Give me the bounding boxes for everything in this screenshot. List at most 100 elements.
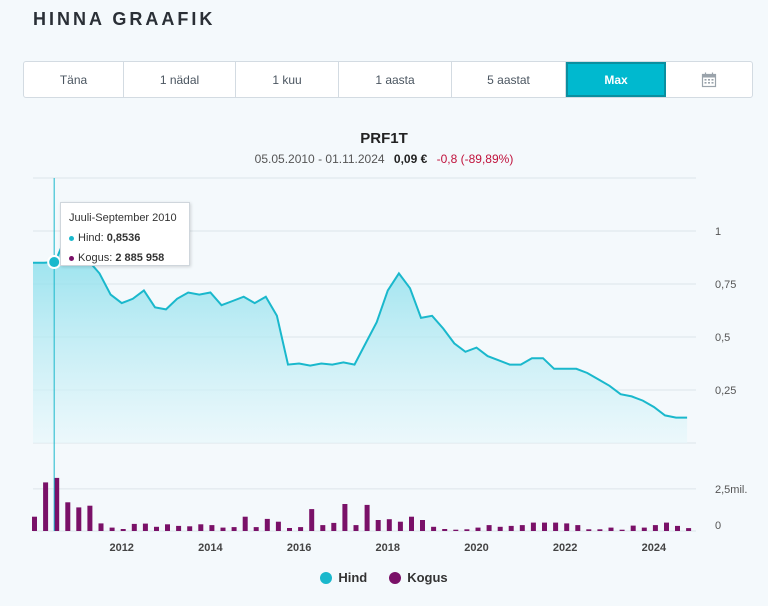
volume-bar xyxy=(242,516,248,531)
volume-bar xyxy=(630,525,636,531)
page-title: HINNA GRAAFIK xyxy=(33,9,216,29)
x-tick-label: 2022 xyxy=(553,542,577,554)
volume-bar xyxy=(331,522,337,531)
legend-volume-label: Kogus xyxy=(407,570,448,585)
volume-bar xyxy=(420,520,425,531)
y-price-tick-label: 0,75 xyxy=(715,279,736,291)
volume-bar xyxy=(342,504,348,531)
volume-bar xyxy=(309,509,315,531)
volume-bar xyxy=(431,526,437,531)
volume-bar xyxy=(320,525,326,531)
volume-bar xyxy=(608,527,614,531)
volume-bar xyxy=(641,527,647,531)
tooltip-volume-value: 2 885 958 xyxy=(115,252,165,264)
volume-bar xyxy=(652,525,658,531)
volume-bar xyxy=(375,520,381,531)
chart-legend: Hind Kogus xyxy=(0,570,768,585)
volume-bar xyxy=(43,482,49,531)
legend-price-swatch xyxy=(320,571,333,584)
volume-bar xyxy=(553,522,559,531)
volume-bar xyxy=(542,522,547,531)
legend-item-volume[interactable]: Kogus xyxy=(389,570,448,585)
volume-bar xyxy=(464,529,470,531)
legend-item-price[interactable]: Hind xyxy=(320,570,367,585)
volume-bar xyxy=(675,525,680,531)
range-1-year-button[interactable]: 1 aasta xyxy=(339,62,452,97)
volume-bar xyxy=(619,529,625,531)
volume-bar xyxy=(386,519,392,531)
tooltip-volume-dot xyxy=(69,255,74,261)
volume-bar xyxy=(65,502,71,531)
volume-bar xyxy=(253,527,259,531)
y-volume-tick-label: 0 xyxy=(715,520,721,532)
volume-bar xyxy=(353,525,359,531)
tooltip-period: Juuli-September 2010 xyxy=(69,212,177,224)
tooltip-price-dot xyxy=(69,235,74,241)
volume-bar xyxy=(508,525,514,531)
tooltip-volume-label: Kogus: xyxy=(78,252,113,264)
hover-point-marker xyxy=(47,255,62,270)
volume-bar xyxy=(564,523,570,531)
volume-bar xyxy=(154,526,159,531)
volume-bar xyxy=(586,529,592,531)
volume-bar xyxy=(98,523,104,531)
calendar-button[interactable] xyxy=(666,62,752,97)
tooltip-price-value: 0,8536 xyxy=(106,232,141,244)
legend-price-label: Hind xyxy=(338,570,368,585)
chart-tooltip: Juuli-September 2010 Hind: 0,8536 Kogus:… xyxy=(60,202,190,266)
volume-bar xyxy=(497,526,503,531)
price-area xyxy=(33,235,688,443)
volume-bar xyxy=(486,525,492,531)
volume-bar xyxy=(275,521,281,531)
volume-bar xyxy=(287,528,292,531)
volume-bar xyxy=(575,525,581,531)
range-1-month-button[interactable]: 1 kuu xyxy=(236,62,339,97)
volume-bar xyxy=(131,523,137,531)
volume-bar xyxy=(54,477,60,531)
volume-bar xyxy=(198,524,204,531)
tooltip-price-label: Hind: xyxy=(78,232,104,244)
y-price-tick-label: 0,5 xyxy=(715,332,730,344)
volume-bar xyxy=(165,524,170,531)
volume-bar xyxy=(686,528,692,531)
volume-bar xyxy=(453,529,459,531)
y-volume-tick-label: 2,5mil. xyxy=(715,484,747,496)
range-today-button[interactable]: Täna xyxy=(24,62,124,97)
x-tick-label: 2024 xyxy=(642,542,667,554)
volume-bar xyxy=(519,525,525,531)
x-tick-label: 2016 xyxy=(287,542,311,554)
volume-bar xyxy=(32,516,37,531)
x-tick-label: 2018 xyxy=(376,542,400,554)
range-5-years-button[interactable]: 5 aastat xyxy=(452,62,566,97)
volume-bar xyxy=(264,518,270,531)
x-tick-label: 2020 xyxy=(464,542,488,554)
range-max-button[interactable]: Max xyxy=(566,62,666,97)
volume-bar xyxy=(530,522,536,531)
volume-bar xyxy=(475,527,481,531)
chart-title: PRF1T xyxy=(360,130,408,147)
volume-bar xyxy=(142,523,148,531)
y-price-tick-label: 1 xyxy=(715,226,721,238)
volume-bar xyxy=(298,527,304,531)
volume-bar xyxy=(209,525,215,531)
chart-period: 05.05.2010 - 01.11.2024 xyxy=(254,152,385,166)
y-price-tick-label: 0,25 xyxy=(715,385,736,397)
volume-bar xyxy=(87,505,93,531)
x-tick-label: 2014 xyxy=(198,542,223,554)
chart-subtitle: 05.05.2010 - 01.11.2024 0,09 € -0,8 (-89… xyxy=(0,152,768,166)
volume-bar xyxy=(664,522,669,531)
chart-change: -0,8 (-89,89%) xyxy=(436,152,514,166)
volume-bar xyxy=(109,527,115,531)
range-selector: Täna 1 nädal 1 kuu 1 aasta 5 aastat Max xyxy=(23,61,753,98)
volume-bar xyxy=(176,525,182,531)
volume-bar xyxy=(409,516,414,531)
range-1-week-button[interactable]: 1 nädal xyxy=(124,62,236,97)
volume-bar xyxy=(120,529,126,531)
calendar-icon xyxy=(701,72,717,87)
volume-bar xyxy=(364,504,370,531)
volume-bar xyxy=(187,526,193,531)
price-series-line xyxy=(33,233,688,419)
x-tick-label: 2012 xyxy=(109,542,133,554)
volume-bar xyxy=(397,521,403,531)
